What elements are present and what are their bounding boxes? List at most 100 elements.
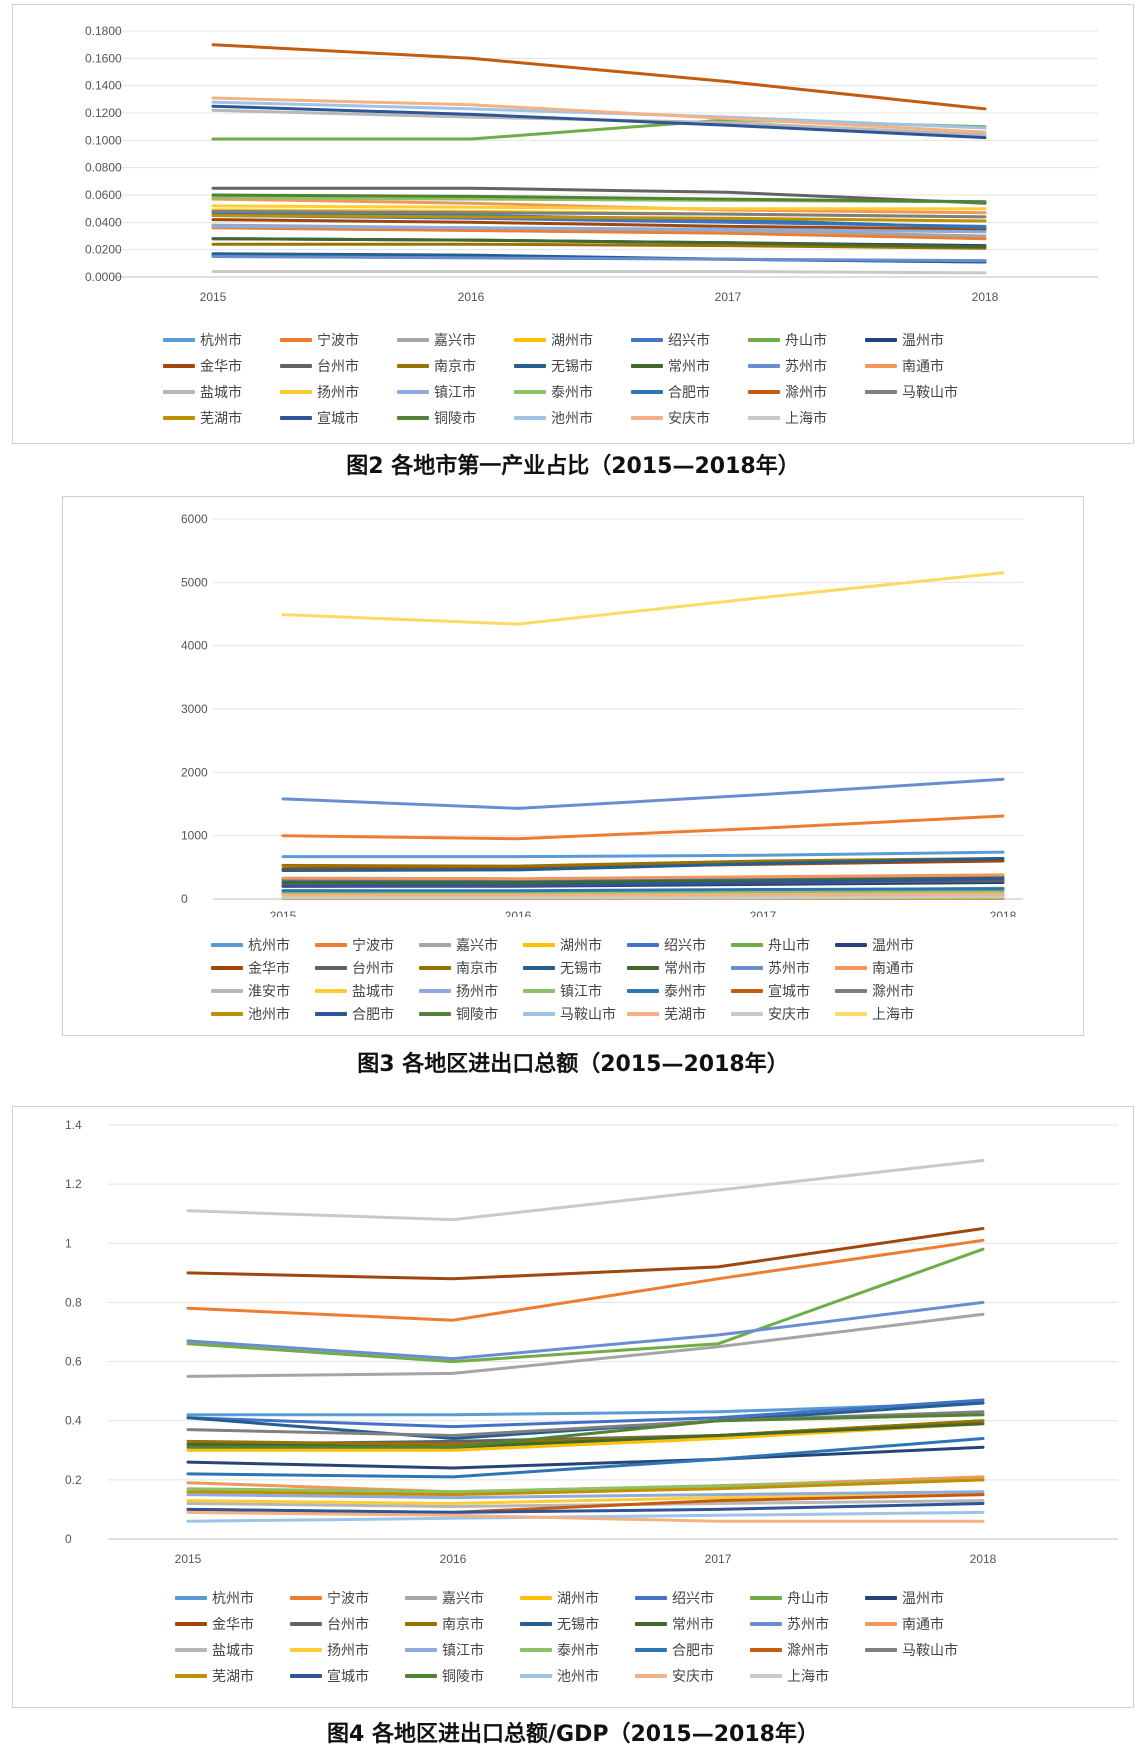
legend-item: 常州市	[627, 956, 731, 979]
legend-label: 南京市	[442, 1617, 484, 1633]
legend-swatch	[514, 416, 546, 420]
legend-item: 嘉兴市	[419, 933, 523, 956]
y-tick-label: 0.0200	[85, 243, 122, 257]
y-tick-label: 1000	[181, 829, 208, 843]
legend-label: 盐城市	[352, 983, 394, 1000]
legend-swatch	[748, 338, 780, 342]
legend-swatch	[631, 364, 663, 368]
series-line	[186, 1502, 985, 1514]
legend-item: 镇江市	[523, 979, 627, 1002]
legend-item: 宣城市	[290, 1663, 405, 1689]
legend-swatch	[748, 416, 780, 420]
legend-label: 台州市	[327, 1617, 369, 1633]
legend-label: 南京市	[434, 359, 476, 375]
figure-2-plot: 0.0000 0.0200 0.0400 0.0600 0.0800 0.1000 0.12…	[85, 24, 1098, 304]
legend-swatch	[405, 1648, 437, 1652]
figure-2-caption: 图2 各地市第一产业占比（2015—2018年）	[346, 454, 800, 479]
legend-label: 盐城市	[212, 1643, 254, 1659]
legend-swatch	[419, 1011, 451, 1016]
legend-label: 宁波市	[352, 937, 394, 954]
series-line	[281, 895, 1005, 900]
series-line	[211, 224, 987, 234]
legend-label: 安庆市	[672, 1669, 714, 1685]
y-tick-label: 0.1000	[85, 133, 122, 147]
legend-label: 苏州市	[768, 960, 810, 977]
legend-label: 宣城市	[317, 411, 359, 427]
legend-swatch	[520, 1596, 552, 1600]
legend-swatch	[280, 416, 312, 420]
legend-swatch	[419, 988, 451, 993]
legend-item: 上海市	[748, 405, 865, 431]
legend-swatch	[631, 390, 663, 394]
legend-label: 泰州市	[664, 983, 706, 1000]
figure-3-legend: 杭州市 宁波市 嘉兴市 湖州市 绍兴市 舟山市 温州市 金华市 台州市 南京市 无锡市 常州市 苏州市 南…	[211, 933, 939, 1025]
figure-4-plot: 0 0.2 0.4 0.6 0.8 1 1.2 1.4 2015 2016 2017 2018	[65, 1118, 1118, 1566]
y-tick-label: 0.0000	[85, 270, 122, 284]
series-line	[186, 1159, 985, 1222]
series-line	[281, 777, 1005, 810]
legend-item: 嘉兴市	[405, 1585, 520, 1611]
x-tick-label: 2018	[972, 290, 999, 304]
series-line	[186, 1437, 985, 1479]
legend-swatch	[627, 965, 659, 970]
legend-swatch	[520, 1648, 552, 1652]
y-tick-label: 1.4	[65, 1118, 82, 1132]
legend-label: 安庆市	[668, 411, 710, 427]
legend-item: 马鞍山市	[865, 1637, 980, 1663]
legend-label: 镇江市	[560, 983, 602, 1000]
y-tick-label: 0.1800	[85, 24, 122, 38]
x-tick-label: 2017	[715, 290, 742, 304]
legend-item: 湖州市	[520, 1585, 635, 1611]
legend-swatch	[211, 965, 243, 970]
y-tick-label: 1.2	[65, 1177, 82, 1191]
legend-item: 宣城市	[280, 405, 397, 431]
legend-swatch	[865, 1596, 897, 1600]
legend-item: 绍兴市	[635, 1585, 750, 1611]
legend-item: 盐城市	[315, 979, 419, 1002]
legend-swatch	[750, 1648, 782, 1652]
y-tick-label: 6000	[181, 512, 208, 526]
legend-label: 马鞍山市	[902, 1643, 958, 1659]
series-line	[211, 218, 987, 231]
legend-item: 杭州市	[175, 1585, 290, 1611]
series-line	[281, 873, 1005, 881]
legend-swatch	[627, 1011, 659, 1016]
legend-swatch	[280, 338, 312, 342]
legend-item: 扬州市	[290, 1637, 405, 1663]
legend-label: 温州市	[902, 1591, 944, 1607]
legend-swatch	[315, 988, 347, 993]
legend-item: 马鞍山市	[865, 379, 982, 405]
legend-item: 舟山市	[750, 1585, 865, 1611]
legend-item: 宁波市	[290, 1585, 405, 1611]
series-line	[186, 1238, 985, 1322]
legend-label: 杭州市	[248, 937, 290, 954]
legend-label: 舟山市	[768, 937, 810, 954]
legend-item: 合肥市	[635, 1637, 750, 1663]
legend-swatch	[175, 1596, 207, 1600]
legend-item: 台州市	[290, 1611, 405, 1637]
legend-label: 扬州市	[317, 385, 359, 401]
legend-item: 滁州市	[750, 1637, 865, 1663]
legend-item: 南通市	[835, 956, 939, 979]
legend-item: 杭州市	[211, 933, 315, 956]
series-line	[211, 209, 987, 219]
legend-label: 池州市	[557, 1669, 599, 1685]
legend-label: 扬州市	[456, 983, 498, 1000]
legend-item: 池州市	[211, 1002, 315, 1025]
legend-item: 泰州市	[520, 1637, 635, 1663]
legend-item: 芜湖市	[627, 1002, 731, 1025]
legend-label: 常州市	[672, 1617, 714, 1633]
legend-swatch	[315, 942, 347, 947]
series-line	[211, 100, 987, 130]
legend-swatch	[835, 988, 867, 993]
series-line	[186, 1510, 985, 1523]
series-line	[211, 255, 987, 263]
figure-3-caption: 图3 各地区进出口总额（2015—2018年）	[357, 1052, 789, 1077]
legend-swatch	[865, 338, 897, 342]
legend-label: 嘉兴市	[434, 333, 476, 349]
legend-label: 苏州市	[785, 359, 827, 375]
legend-label: 杭州市	[200, 333, 242, 349]
legend-item: 金华市	[163, 353, 280, 379]
legend-label: 金华市	[248, 960, 290, 977]
legend-label: 台州市	[352, 960, 394, 977]
